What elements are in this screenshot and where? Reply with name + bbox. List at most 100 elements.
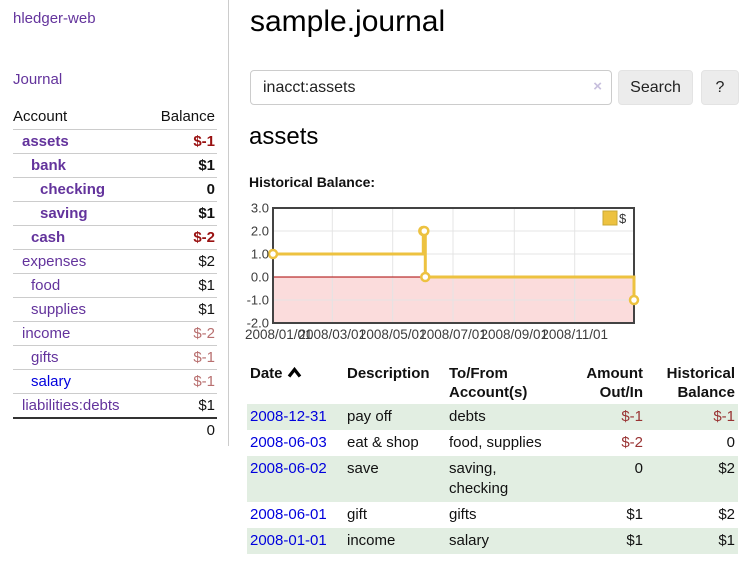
account-link[interactable]: supplies (31, 300, 87, 318)
search-input-wrap: × (250, 70, 612, 105)
account-link[interactable]: expenses (22, 252, 87, 270)
register-table-body: 2008-12-31 pay off debts $-1 $-1 2008-06-03 ea… (247, 404, 738, 554)
account-balance: $-1 (146, 345, 217, 370)
historical-balance-chart: $3.0 2.0 1.0 0.0 -1.0 -2.0 2008/01/01 2008/03/0… (245, 201, 742, 348)
transaction-accounts: salary (449, 532, 490, 549)
transaction-balance: $-1 (713, 408, 735, 425)
balance-column-header: Balance (146, 105, 217, 130)
account-row: liabilities:debts $1 (13, 393, 217, 418)
x-axis-tick-label: 2008/11/01 (541, 327, 608, 342)
accounts-total-row: 0 (13, 416, 217, 442)
transaction-date-link[interactable]: 2008-12-31 (250, 408, 327, 425)
y-axis-tick-label: -1.0 (247, 293, 269, 308)
transaction-accounts: debts (449, 408, 486, 425)
account-balance: $2 (146, 249, 217, 274)
chart-data-point[interactable] (420, 271, 431, 283)
transaction-row: 2008-06-02 save saving, checking 0 $2 (247, 456, 738, 502)
accounts-table: Account Balance assets $-1 bank $1 checking 0… (13, 105, 217, 442)
clear-search-icon[interactable]: × (593, 78, 602, 95)
accounts-table-body: assets $-1 bank $1 checking 0 saving $1 cash $-2 e… (13, 129, 217, 442)
account-balance: $-1 (146, 129, 217, 154)
register-column-header: To/From Account(s) (449, 365, 528, 401)
transaction-balance: $2 (718, 460, 735, 477)
account-row: expenses $2 (13, 249, 217, 274)
account-balance: $1 (146, 297, 217, 322)
chart-data-point[interactable] (628, 294, 640, 306)
transaction-amount: $-1 (621, 408, 643, 425)
account-row: saving $1 (13, 201, 217, 226)
account-link[interactable]: income (22, 324, 71, 342)
app-brand-link[interactable]: hledger-web (13, 10, 96, 27)
chart-frame (272, 207, 635, 324)
account-link[interactable]: bank (31, 156, 67, 174)
transaction-date-link[interactable]: 2008-06-01 (250, 506, 327, 523)
register-column-header: Description (347, 365, 430, 382)
legend-label: $ (619, 211, 627, 226)
x-axis-tick-label: 2008/03/01 (299, 327, 367, 342)
account-link[interactable]: liabilities:debts (22, 396, 120, 414)
transaction-row: 2008-06-01 gift gifts $1 $2 (247, 502, 738, 528)
y-axis-tick-label: 2.0 (251, 224, 269, 239)
register-table-wrap: Date Description To/From Account(s) Amount … (247, 362, 738, 554)
account-balance: $-2 (146, 225, 217, 250)
account-link[interactable]: assets (22, 132, 69, 150)
sidebar: hledger-web Journal Account Balance asse… (0, 0, 229, 446)
transaction-accounts: saving, checking (449, 460, 509, 497)
search-input[interactable] (250, 70, 612, 105)
account-row: checking 0 (13, 177, 217, 202)
account-row: bank $1 (13, 153, 217, 178)
chart-data-point[interactable] (419, 225, 430, 237)
search-bar: × Search ? (250, 70, 739, 105)
y-axis-tick-label: 0.0 (251, 270, 269, 285)
transaction-balance: $1 (718, 532, 735, 549)
account-row: income $-2 (13, 321, 217, 346)
account-balance: $1 (146, 393, 217, 418)
account-heading: assets (249, 123, 319, 150)
help-button[interactable]: ? (701, 70, 739, 105)
sidebar-item-journal[interactable]: Journal (13, 71, 63, 88)
account-link[interactable]: checking (40, 180, 106, 198)
account-balance: $1 (146, 273, 217, 298)
transaction-description: eat & shop (347, 434, 419, 451)
transaction-date-link[interactable]: 2008-06-02 (250, 460, 327, 477)
legend-swatch (602, 210, 618, 226)
transaction-accounts: gifts (449, 506, 477, 523)
account-link[interactable]: saving (40, 204, 88, 222)
transaction-description: gift (347, 506, 368, 523)
transaction-balance: $2 (718, 506, 735, 523)
page-title: sample.journal (250, 5, 446, 38)
account-balance: 0 (146, 177, 217, 202)
sort-ascending-icon (287, 364, 302, 383)
transaction-amount: 0 (634, 460, 643, 477)
transaction-date-link[interactable]: 2008-01-01 (250, 532, 327, 549)
register-column-header[interactable]: Date (247, 362, 344, 404)
register-column-header: Amount Out/In (586, 365, 643, 401)
register-column-header: Historical Balance (666, 365, 735, 401)
account-link[interactable]: gifts (31, 348, 59, 366)
register-header-row: Date Description To/From Account(s) Amount … (247, 362, 738, 404)
account-balance: $-1 (146, 369, 217, 394)
account-row: supplies $1 (13, 297, 217, 322)
y-axis-tick-label: -2.0 (247, 316, 269, 331)
transaction-row: 2008-06-03 eat & shop food, supplies $-2 0 (247, 430, 738, 456)
accounts-column-header: Account (13, 105, 147, 130)
transaction-amount: $-2 (621, 434, 643, 451)
chart-data-point[interactable] (267, 248, 279, 260)
chart-title: Historical Balance: (249, 174, 376, 190)
transaction-row: 2008-01-01 income salary $1 $1 (247, 528, 738, 554)
account-balance: $1 (146, 153, 217, 178)
transaction-description: save (347, 460, 379, 477)
account-link[interactable]: food (31, 276, 61, 294)
account-link[interactable]: salary (31, 372, 72, 390)
transaction-amount: $1 (626, 506, 643, 523)
transaction-description: income (347, 532, 396, 549)
transaction-balance: 0 (726, 434, 735, 451)
transaction-row: 2008-12-31 pay off debts $-1 $-1 (247, 404, 738, 430)
search-button[interactable]: Search (618, 70, 693, 105)
account-link[interactable]: cash (31, 228, 66, 246)
transaction-accounts: food, supplies (449, 434, 542, 451)
account-row: assets $-1 (13, 129, 217, 154)
account-row: gifts $-1 (13, 345, 217, 370)
transaction-date-link[interactable]: 2008-06-03 (250, 434, 327, 451)
account-row: food $1 (13, 273, 217, 298)
